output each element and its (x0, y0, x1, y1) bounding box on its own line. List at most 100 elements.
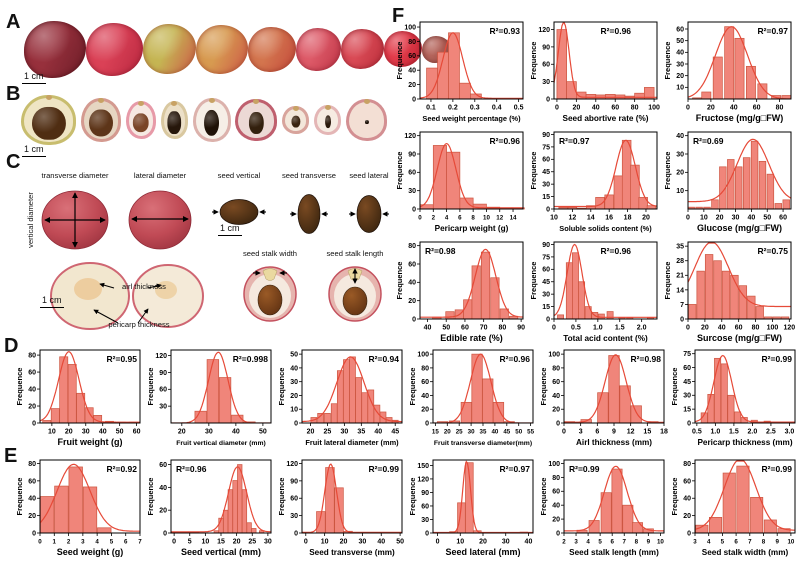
r-squared-label: R²=0.998 (233, 354, 268, 364)
histogram-soluble-solids-content: 0 15 30 45 60 75 90 10 12 14 16 18 20 Frequence Solubl… (529, 131, 658, 233)
svg-text:10: 10 (787, 539, 794, 546)
svg-text:0.5: 0.5 (571, 325, 581, 332)
x-axis: 0 1 2 3 4 5 6 7 (38, 533, 142, 546)
y-axis: 0 30 60 90 120 (286, 461, 302, 537)
svg-text:60: 60 (421, 379, 429, 386)
fit-curve (564, 465, 664, 532)
y-axis-label: Frequence (146, 478, 155, 516)
svg-text:16: 16 (605, 215, 613, 222)
svg-text:20: 20 (28, 403, 36, 410)
fit-curve (554, 22, 657, 98)
svg-text:40: 40 (424, 325, 432, 332)
svg-text:10: 10 (676, 85, 684, 92)
x-axis-label: Pericarp thickness (mm) (697, 438, 792, 447)
svg-text:30: 30 (676, 61, 684, 68)
svg-text:7: 7 (680, 302, 684, 309)
svg-text:50: 50 (442, 325, 450, 332)
svg-text:80: 80 (28, 461, 36, 468)
svg-text:20: 20 (642, 215, 650, 222)
label-vertical-diameter: vertical diameter (26, 192, 36, 248)
svg-text:0: 0 (556, 530, 560, 537)
svg-text:20: 20 (178, 429, 186, 436)
svg-text:3: 3 (81, 539, 85, 546)
svg-text:60: 60 (735, 325, 743, 332)
lychee-cut-fruit-photo (160, 101, 188, 139)
svg-text:15: 15 (542, 194, 550, 201)
svg-text:10: 10 (321, 539, 329, 546)
y-axis-label: Frequence (539, 368, 548, 406)
svg-text:60: 60 (290, 496, 298, 503)
svg-text:40: 40 (491, 429, 498, 436)
plot-frame (39, 349, 141, 424)
fruit-seed (31, 106, 66, 140)
x-axis: 0 2 4 6 8 10 12 14 (418, 209, 517, 222)
histogram-fruit-vertical-diameter-mm: 30 60 90 120 20 30 40 50 Frequence Fruit vertical… (146, 349, 272, 447)
y-axis: 0 20 40 60 80 100 (548, 352, 564, 427)
svg-text:80: 80 (408, 39, 416, 46)
svg-text:10: 10 (48, 429, 56, 436)
lychee-fruit-photo (24, 20, 86, 78)
svg-text:1.5: 1.5 (615, 325, 625, 332)
histogram-pericarp-weight-g: 0 30 60 90 120 0 2 4 6 8 10 12 14 Frequence Pericarp w… (395, 131, 525, 233)
x-axis-label: Seed stalk length (mm) (569, 548, 659, 557)
svg-text:80: 80 (408, 243, 416, 250)
x-axis: 20 30 40 50 (178, 423, 267, 436)
y-axis-label: Frequence (539, 478, 548, 516)
svg-text:8: 8 (762, 539, 766, 546)
svg-text:30: 30 (468, 429, 475, 436)
fit-curve (40, 351, 140, 423)
svg-text:0: 0 (680, 316, 684, 323)
svg-text:45: 45 (683, 379, 691, 386)
lychee-fruit-photo (384, 31, 422, 67)
svg-text:20: 20 (340, 539, 348, 546)
svg-text:50: 50 (515, 429, 522, 436)
svg-text:90: 90 (159, 370, 167, 377)
histogram-fruit-transverse-diameter-mm: 0 20 40 60 80 100 15 20 25 30 35 40 45 50 55 Frequence F… (408, 349, 535, 447)
bars (700, 357, 793, 424)
svg-text:0: 0 (686, 215, 690, 222)
x-axis-label: Surcose (mg/g□FW) (697, 333, 782, 343)
svg-text:50: 50 (290, 352, 298, 359)
plot-frame (419, 131, 524, 210)
x-axis-label: Seed weight percentage (%) (422, 114, 521, 123)
svg-text:12: 12 (568, 215, 576, 222)
panel-e-histograms: 0 20 40 60 80 0 1 2 3 4 5 6 7 Frequence Seed weight (g… (14, 452, 800, 558)
bars (426, 32, 482, 100)
y-axis: 30 60 90 120 (155, 353, 171, 411)
svg-text:30: 30 (290, 379, 298, 386)
svg-text:0.5: 0.5 (692, 429, 702, 436)
svg-text:40: 40 (683, 496, 691, 503)
svg-text:6: 6 (610, 539, 614, 546)
svg-text:90: 90 (542, 44, 550, 51)
svg-text:8: 8 (635, 539, 639, 546)
svg-text:4: 4 (586, 539, 590, 546)
svg-text:5: 5 (188, 539, 192, 546)
svg-text:40: 40 (592, 105, 600, 112)
histogram-fructose-mg-g-fw: 10 20 30 40 50 60 0 20 40 60 80 Frequence Fructose (… (663, 21, 792, 123)
svg-text:30: 30 (732, 215, 740, 222)
svg-text:40: 40 (99, 429, 107, 436)
fit-curve (554, 139, 657, 208)
y-axis: 0 30 60 90 120 (538, 27, 554, 103)
panel-label-a: A (6, 11, 21, 33)
svg-text:25: 25 (456, 429, 463, 436)
svg-text:75: 75 (542, 254, 550, 261)
r-squared-label: R²=0.98 (425, 246, 456, 256)
svg-text:5: 5 (721, 539, 725, 546)
x-axis: 0 20 40 60 80 100 (555, 99, 660, 112)
bars (695, 465, 791, 534)
svg-text:3.0: 3.0 (785, 429, 795, 436)
histogram-glucose-mg-g-fw: 10 20 30 40 0 10 20 30 40 50 60 Frequence Glucose (m… (663, 131, 792, 233)
svg-text:30: 30 (159, 404, 167, 411)
x-axis: 0 20 40 60 80 100 120 (686, 319, 795, 332)
x-axis: 0 0.5 1.0 1.5 2.0 (552, 319, 647, 332)
r-squared-label: R²=0.97 (559, 136, 590, 146)
svg-text:0: 0 (32, 420, 36, 427)
x-axis: 2 3 4 5 6 7 8 9 10 (562, 533, 664, 546)
x-axis-label: Fruit transverse diameter(mm) (434, 440, 532, 447)
fruit-seed (324, 115, 331, 128)
svg-text:3: 3 (574, 539, 578, 546)
svg-text:20: 20 (65, 429, 73, 436)
y-axis-label: Frequence (663, 42, 672, 80)
x-axis: 40 50 60 70 80 90 (424, 319, 525, 332)
